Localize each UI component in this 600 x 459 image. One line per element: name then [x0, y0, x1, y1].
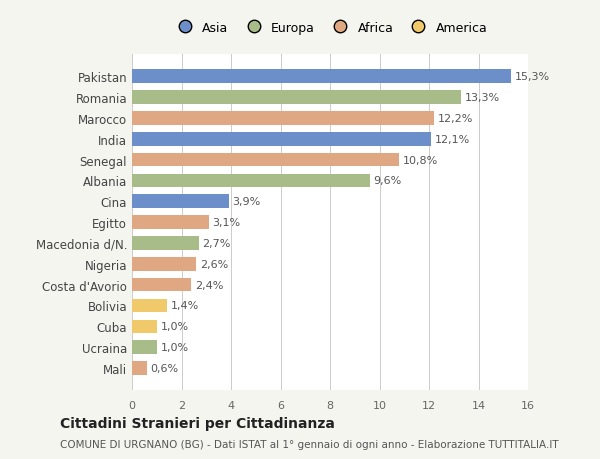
Text: COMUNE DI URGNANO (BG) - Dati ISTAT al 1° gennaio di ogni anno - Elaborazione TU: COMUNE DI URGNANO (BG) - Dati ISTAT al 1…	[60, 440, 559, 449]
Bar	[132, 70, 511, 84]
Text: 15,3%: 15,3%	[514, 72, 550, 82]
Bar	[132, 216, 209, 230]
Text: 9,6%: 9,6%	[373, 176, 401, 186]
Text: 2,4%: 2,4%	[195, 280, 223, 290]
Text: 1,0%: 1,0%	[160, 342, 188, 353]
Bar	[132, 361, 147, 375]
Bar	[132, 237, 199, 250]
Text: 1,0%: 1,0%	[160, 322, 188, 331]
Text: 0,6%: 0,6%	[151, 363, 179, 373]
Bar	[132, 133, 431, 146]
Bar	[132, 257, 196, 271]
Text: 3,9%: 3,9%	[232, 197, 260, 207]
Bar	[132, 195, 229, 208]
Bar	[132, 278, 191, 292]
Bar	[132, 91, 461, 105]
Text: Cittadini Stranieri per Cittadinanza: Cittadini Stranieri per Cittadinanza	[60, 416, 335, 430]
Bar	[132, 299, 167, 313]
Bar	[132, 153, 400, 167]
Legend: Asia, Europa, Africa, America: Asia, Europa, Africa, America	[169, 18, 491, 38]
Text: 2,7%: 2,7%	[203, 238, 231, 248]
Text: 12,1%: 12,1%	[435, 134, 470, 145]
Text: 1,4%: 1,4%	[170, 301, 199, 311]
Bar	[132, 174, 370, 188]
Text: 3,1%: 3,1%	[212, 218, 241, 228]
Text: 12,2%: 12,2%	[437, 114, 473, 123]
Bar	[132, 320, 157, 333]
Text: 2,6%: 2,6%	[200, 259, 229, 269]
Text: 10,8%: 10,8%	[403, 155, 438, 165]
Bar	[132, 112, 434, 125]
Bar	[132, 341, 157, 354]
Text: 13,3%: 13,3%	[465, 93, 500, 103]
